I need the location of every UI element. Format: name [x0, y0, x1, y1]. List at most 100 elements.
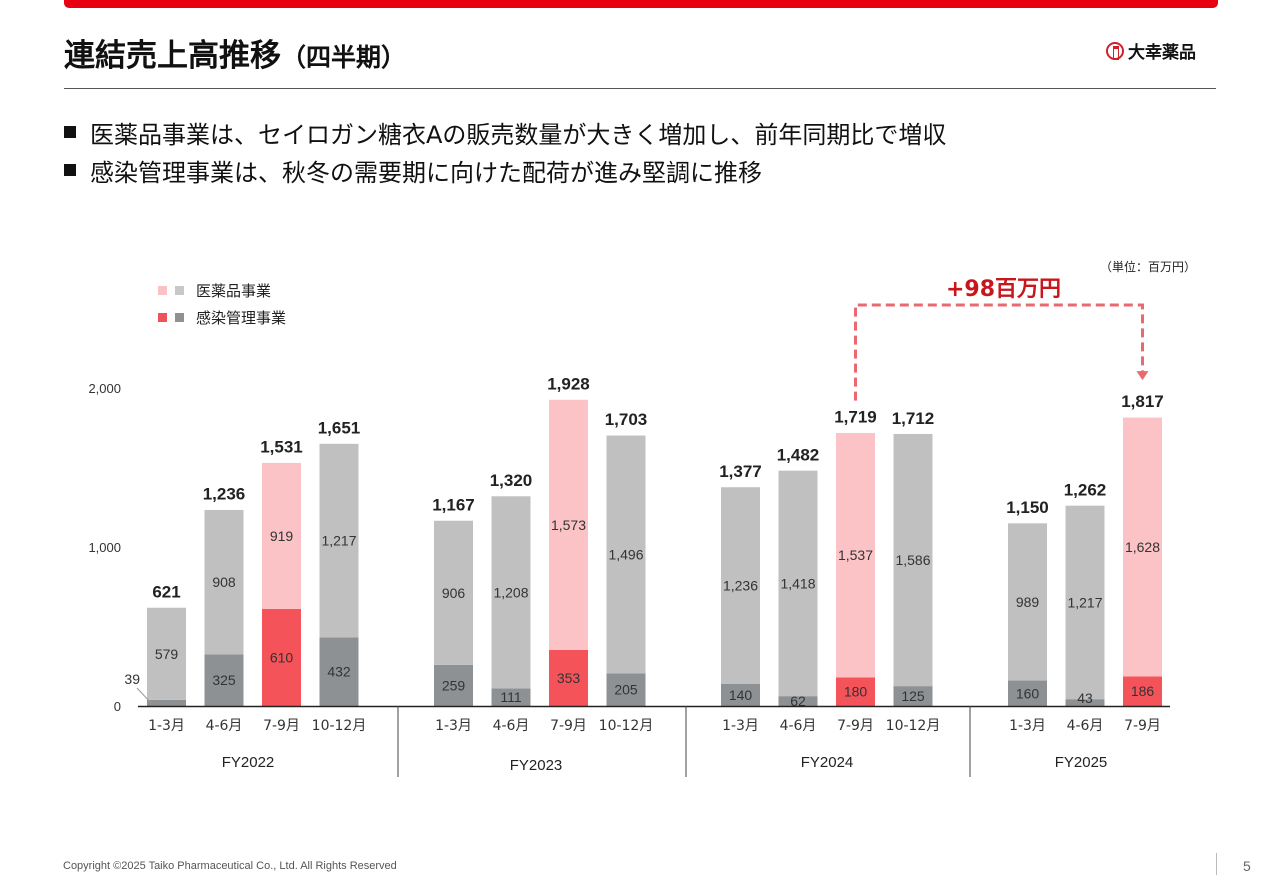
legend-swatch — [175, 286, 184, 295]
data-label-infection: 325 — [212, 672, 236, 688]
data-label-pharma: 1,217 — [1067, 594, 1102, 610]
bar-segment-infection — [606, 673, 646, 706]
data-label-total: 1,531 — [260, 438, 303, 457]
bar-segment-infection — [1123, 676, 1162, 706]
bar-segment-pharma — [721, 487, 760, 684]
summary-bullets: 医薬品事業は、セイロガン糖衣Aの販売数量が大きく増加し、前年同期比で増収 感染管… — [64, 113, 946, 189]
company-logo: 大幸薬品 — [1106, 38, 1196, 63]
data-label-total: 1,377 — [719, 462, 762, 481]
header-divider — [64, 88, 1216, 89]
bar-segment-infection — [836, 677, 875, 706]
x-tick-label: 10-12月 — [599, 718, 654, 734]
fiscal-year-label: FY2023 — [510, 757, 563, 774]
data-label-infection: 140 — [729, 687, 753, 703]
bullet-item: 医薬品事業は、セイロガン糖衣Aの販売数量が大きく増加し、前年同期比で増収 — [64, 113, 946, 151]
data-label-infection: 160 — [1016, 685, 1040, 701]
unit-note: （単位：百万円） — [1100, 260, 1197, 274]
x-tick-label: 4-6月 — [1067, 718, 1104, 734]
bar-segment-infection — [721, 683, 760, 706]
x-tick-label: 7-9月 — [1124, 718, 1161, 734]
page-title-suffix: （四半期） — [281, 43, 407, 72]
bar-segment-infection — [1008, 680, 1047, 706]
bar-segment-pharma — [778, 470, 818, 697]
data-label-total: 621 — [152, 582, 180, 601]
bar-segment-infection — [491, 688, 531, 706]
chart-legend: 医薬品事業 感染管理事業 — [158, 277, 286, 331]
x-tick-label: 4-6月 — [780, 718, 817, 734]
bar-segment-pharma — [1065, 505, 1105, 700]
data-label-pharma: 1,496 — [608, 546, 643, 562]
data-label-pharma: 1,628 — [1125, 539, 1160, 555]
fiscal-year-label: FY2022 — [222, 754, 275, 771]
bar-segment-pharma — [204, 509, 244, 655]
page-number: 5 — [1243, 858, 1251, 874]
bar-segment-pharma — [147, 607, 186, 700]
data-label-infection: 111 — [500, 689, 521, 705]
bar-segment-pharma — [319, 443, 359, 638]
data-label-infection: 180 — [844, 684, 868, 700]
data-label-infection: 186 — [1131, 683, 1155, 699]
bar-segment-pharma — [1123, 417, 1162, 677]
company-emblem-icon — [1106, 41, 1124, 60]
data-label-infection: 62 — [790, 693, 806, 709]
data-label-total: 1,703 — [605, 410, 648, 429]
legend-swatch-highlight — [158, 286, 167, 295]
fiscal-year-label: FY2025 — [1055, 754, 1108, 771]
legend-item-pharma: 医薬品事業 — [158, 277, 286, 304]
page-number-divider — [1216, 853, 1217, 875]
bar-segment-infection — [319, 637, 359, 706]
legend-item-infection: 感染管理事業 — [158, 304, 286, 331]
data-label-pharma: 906 — [442, 585, 466, 601]
x-tick-label: 1-3月 — [435, 718, 472, 734]
x-tick-label: 7-9月 — [550, 718, 587, 734]
x-tick-label: 10-12月 — [886, 718, 941, 734]
data-label-pharma: 1,208 — [493, 584, 528, 600]
leader-line — [136, 687, 152, 704]
data-label-infection: 125 — [901, 688, 925, 704]
data-label-total: 1,928 — [547, 374, 590, 393]
yoy-change-label: +98百万円 — [946, 277, 1062, 302]
arrow-down-icon — [1136, 371, 1149, 381]
data-label-total: 1,236 — [203, 484, 246, 503]
x-tick-label: 4-6月 — [206, 718, 243, 734]
data-label-total: 1,320 — [490, 471, 533, 490]
yoy-dashed-connector — [854, 303, 1144, 401]
x-tick-label: 7-9月 — [837, 718, 874, 734]
data-label-infection: 39 — [124, 671, 140, 687]
bar-segment-infection — [434, 664, 473, 706]
y-tick-label: 0 — [114, 699, 121, 714]
data-label-total: 1,167 — [432, 495, 475, 514]
data-label-pharma: 1,236 — [723, 577, 758, 593]
bar-segment-pharma — [491, 496, 531, 689]
data-label-pharma: 989 — [1016, 594, 1040, 610]
data-label-total: 1,712 — [892, 409, 935, 428]
x-tick-label: 4-6月 — [493, 718, 530, 734]
data-label-total: 1,817 — [1121, 392, 1164, 411]
data-label-pharma: 1,573 — [551, 517, 586, 533]
x-tick-label: 1-3月 — [722, 718, 759, 734]
bullet-text: 医薬品事業は、セイロガン糖衣Aの販売数量が大きく増加し、前年同期比で増収 — [90, 120, 947, 149]
bar-segment-infection — [893, 686, 933, 706]
page-title-main: 連結売上高推移 — [64, 38, 281, 74]
data-label-infection: 432 — [327, 664, 351, 680]
bullet-item: 感染管理事業は、秋冬の需要期に向けた配荷が進み堅調に推移 — [64, 151, 946, 189]
bar-segment-pharma — [434, 520, 473, 665]
data-label-total: 1,719 — [834, 408, 877, 427]
bar-segment-pharma — [893, 433, 933, 687]
bar-segment-infection — [262, 609, 301, 706]
copyright-text: Copyright ©2025 Taiko Pharmaceutical Co.… — [63, 860, 397, 872]
bullet-text: 感染管理事業は、秋冬の需要期に向けた配荷が進み堅調に推移 — [90, 158, 762, 187]
legend-swatch — [175, 313, 184, 322]
data-label-pharma: 908 — [212, 574, 236, 590]
bullet-square-icon — [64, 126, 76, 138]
data-label-total: 1,651 — [318, 418, 361, 437]
data-label-infection: 259 — [442, 677, 466, 693]
bar-segment-pharma — [606, 435, 646, 674]
data-label-pharma: 1,537 — [838, 547, 873, 563]
data-label-infection: 205 — [614, 682, 638, 698]
bar-segment-infection — [147, 699, 186, 706]
data-label-pharma: 1,217 — [321, 533, 356, 549]
x-tick-label: 10-12月 — [312, 718, 367, 734]
data-label-infection: 610 — [270, 650, 294, 666]
data-label-total: 1,262 — [1064, 480, 1107, 499]
